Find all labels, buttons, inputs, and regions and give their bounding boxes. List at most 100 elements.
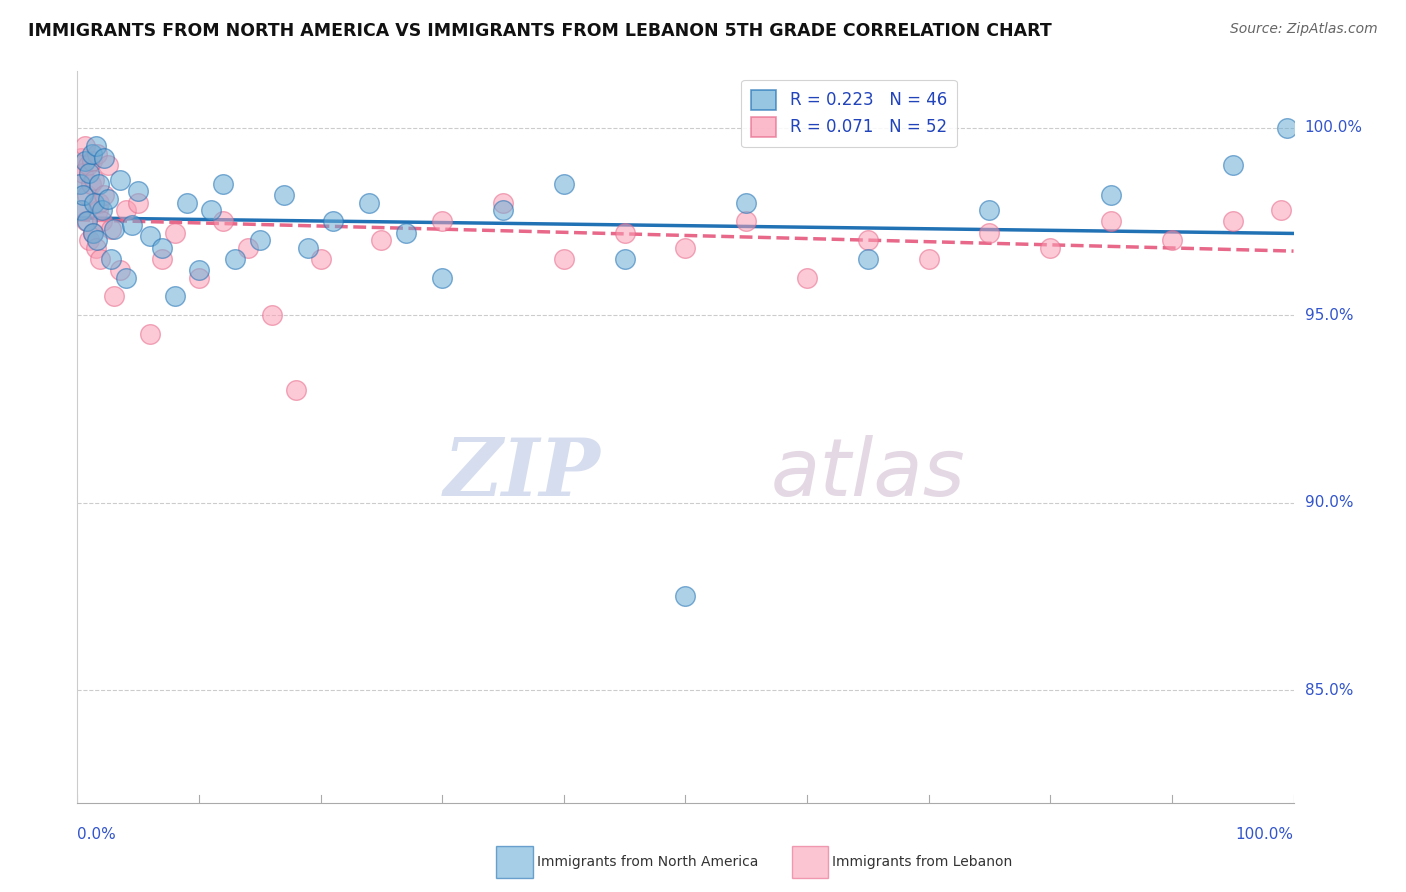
- Point: [1099, 188, 1122, 202]
- Text: IMMIGRANTS FROM NORTH AMERICA VS IMMIGRANTS FROM LEBANON 5TH GRADE CORRELATION C: IMMIGRANTS FROM NORTH AMERICA VS IMMIGRA…: [28, 22, 1052, 40]
- Point: [75, 214, 97, 228]
- Point: [80, 154, 103, 169]
- Point: [79, 166, 101, 180]
- Point: [1277, 120, 1299, 135]
- Point: [553, 252, 575, 266]
- Point: [103, 289, 125, 303]
- Point: [100, 252, 122, 266]
- Text: 0.0%: 0.0%: [77, 827, 117, 841]
- Point: [856, 252, 879, 266]
- Point: [152, 252, 174, 266]
- Point: [249, 233, 271, 247]
- Point: [70, 203, 93, 218]
- Point: [430, 214, 453, 228]
- Point: [200, 203, 222, 218]
- Point: [72, 166, 94, 180]
- Point: [127, 185, 149, 199]
- Point: [1099, 214, 1122, 228]
- Point: [188, 270, 211, 285]
- Point: [89, 195, 111, 210]
- Point: [430, 270, 453, 285]
- Point: [735, 214, 758, 228]
- Point: [1270, 203, 1292, 218]
- Point: [86, 147, 108, 161]
- Text: 90.0%: 90.0%: [1305, 495, 1353, 510]
- Point: [69, 177, 91, 191]
- Point: [163, 289, 186, 303]
- Point: [103, 222, 125, 236]
- Point: [856, 233, 879, 247]
- Point: [163, 226, 186, 240]
- Point: [322, 214, 344, 228]
- Point: [70, 151, 93, 165]
- Text: Source: ZipAtlas.com: Source: ZipAtlas.com: [1230, 22, 1378, 37]
- Point: [76, 214, 98, 228]
- Point: [87, 203, 110, 218]
- Point: [72, 188, 94, 202]
- Point: [979, 203, 1001, 218]
- Point: [188, 263, 211, 277]
- Point: [176, 195, 198, 210]
- Point: [115, 270, 138, 285]
- Text: Immigrants from Lebanon: Immigrants from Lebanon: [832, 855, 1012, 869]
- Point: [90, 214, 112, 228]
- Point: [79, 233, 101, 247]
- Point: [82, 226, 104, 240]
- Point: [93, 151, 115, 165]
- Point: [89, 177, 111, 191]
- Point: [83, 195, 105, 210]
- Point: [212, 177, 235, 191]
- Point: [979, 226, 1001, 240]
- Point: [80, 147, 103, 161]
- Point: [77, 158, 100, 172]
- Point: [86, 233, 108, 247]
- Point: [918, 252, 941, 266]
- Text: 95.0%: 95.0%: [1305, 308, 1353, 323]
- Point: [285, 383, 308, 397]
- Point: [80, 177, 103, 191]
- Point: [297, 241, 319, 255]
- Point: [796, 270, 818, 285]
- Point: [89, 252, 111, 266]
- Point: [553, 177, 575, 191]
- Point: [93, 188, 115, 202]
- Point: [108, 263, 131, 277]
- Point: [260, 308, 283, 322]
- Point: [613, 252, 636, 266]
- Text: ZIP: ZIP: [443, 435, 600, 512]
- Point: [675, 241, 697, 255]
- Point: [492, 203, 515, 218]
- Point: [370, 233, 392, 247]
- Point: [84, 241, 107, 255]
- Point: [212, 214, 235, 228]
- Point: [82, 226, 104, 240]
- Point: [73, 139, 96, 153]
- Point: [1161, 233, 1184, 247]
- Text: atlas: atlas: [770, 434, 966, 513]
- Text: 85.0%: 85.0%: [1305, 682, 1353, 698]
- Point: [224, 252, 246, 266]
- Text: 100.0%: 100.0%: [1305, 120, 1362, 135]
- Point: [115, 203, 138, 218]
- Point: [236, 241, 259, 255]
- Text: Immigrants from North America: Immigrants from North America: [537, 855, 758, 869]
- Point: [139, 229, 162, 244]
- Point: [127, 195, 149, 210]
- Point: [1222, 158, 1244, 172]
- Point: [69, 177, 91, 191]
- Point: [83, 173, 105, 187]
- Point: [395, 226, 418, 240]
- Point: [1222, 214, 1244, 228]
- Point: [70, 203, 93, 218]
- Point: [84, 139, 107, 153]
- Point: [108, 173, 131, 187]
- Point: [97, 192, 120, 206]
- Point: [67, 158, 90, 172]
- Legend: R = 0.223   N = 46, R = 0.071   N = 52: R = 0.223 N = 46, R = 0.071 N = 52: [741, 79, 957, 147]
- Point: [613, 226, 636, 240]
- Point: [152, 241, 174, 255]
- Point: [1039, 241, 1062, 255]
- Point: [90, 203, 112, 218]
- Point: [309, 252, 332, 266]
- Point: [735, 195, 758, 210]
